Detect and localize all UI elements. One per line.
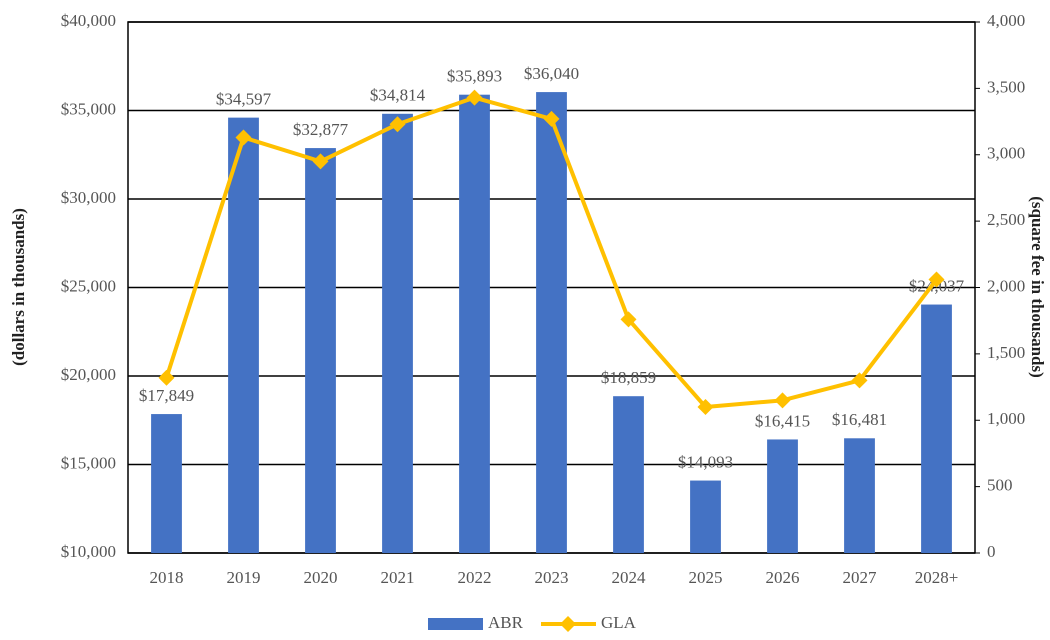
legend-swatch	[428, 618, 483, 630]
bar	[844, 438, 875, 553]
line-marker	[312, 153, 329, 170]
line-marker	[774, 392, 791, 409]
line-marker	[158, 369, 175, 386]
line-marker	[235, 129, 252, 146]
x-tick-label: 2026	[766, 568, 800, 587]
bar	[921, 304, 952, 553]
line-marker	[928, 271, 945, 288]
y-tick-label: $40,000	[61, 11, 116, 30]
bar	[690, 480, 721, 553]
bar	[536, 92, 567, 553]
y2-tick-label: 4,000	[987, 11, 1025, 30]
y-tick-label: $30,000	[61, 188, 116, 207]
y2-tick-label: 1,500	[987, 343, 1025, 362]
y-tick-label: $20,000	[61, 365, 116, 384]
y2-tick-label: 3,000	[987, 144, 1025, 163]
data-label: $14,093	[678, 452, 733, 471]
y2-tick-label: 0	[987, 542, 996, 561]
bar	[228, 117, 259, 553]
x-tick-label: 2024	[612, 568, 647, 587]
bar	[151, 414, 182, 553]
data-label: $17,849	[139, 386, 194, 405]
x-tick-label: 2028+	[915, 568, 959, 587]
x-tick-label: 2022	[458, 568, 492, 587]
data-label: $18,859	[601, 368, 656, 387]
data-label: $34,814	[370, 86, 426, 105]
line-marker	[620, 311, 637, 328]
bar	[305, 148, 336, 554]
y2-tick-label: 3,500	[987, 77, 1025, 96]
bar	[767, 439, 798, 553]
y2-axis-title: (square fee in thousands)	[1028, 196, 1047, 378]
y2-tick-label: 1,000	[987, 409, 1025, 428]
y-tick-label: $35,000	[61, 99, 116, 118]
x-tick-label: 2020	[304, 568, 338, 587]
data-label: $16,481	[832, 410, 887, 429]
y2-tick-label: 2,000	[987, 276, 1025, 295]
line-marker	[389, 116, 406, 133]
data-label: $32,877	[293, 120, 349, 139]
y-tick-label: $25,000	[61, 276, 116, 295]
x-tick-label: 2025	[689, 568, 723, 587]
x-tick-label: 2021	[381, 568, 415, 587]
data-label: $35,893	[447, 67, 502, 86]
y2-tick-label: 2,500	[987, 210, 1025, 229]
legend-marker	[560, 616, 576, 632]
y-axis-title: (dollars in thousands)	[9, 208, 28, 366]
data-label: $16,415	[755, 411, 810, 430]
bar	[382, 113, 413, 553]
legend-label: ABR	[488, 613, 524, 632]
line-marker	[851, 372, 868, 389]
bar	[613, 396, 644, 553]
x-tick-label: 2023	[535, 568, 569, 587]
x-tick-label: 2018	[150, 568, 184, 587]
data-label: $36,040	[524, 64, 579, 83]
bar	[459, 94, 490, 553]
line-marker	[543, 110, 560, 127]
line-marker	[466, 89, 483, 106]
x-tick-label: 2019	[227, 568, 261, 587]
data-label: $34,597	[216, 90, 272, 109]
y2-tick-label: 500	[987, 476, 1013, 495]
y-tick-label: $15,000	[61, 453, 116, 472]
line-marker	[697, 398, 714, 415]
x-tick-label: 2027	[843, 568, 878, 587]
y-tick-label: $10,000	[61, 542, 116, 561]
legend-label: GLA	[601, 613, 637, 632]
